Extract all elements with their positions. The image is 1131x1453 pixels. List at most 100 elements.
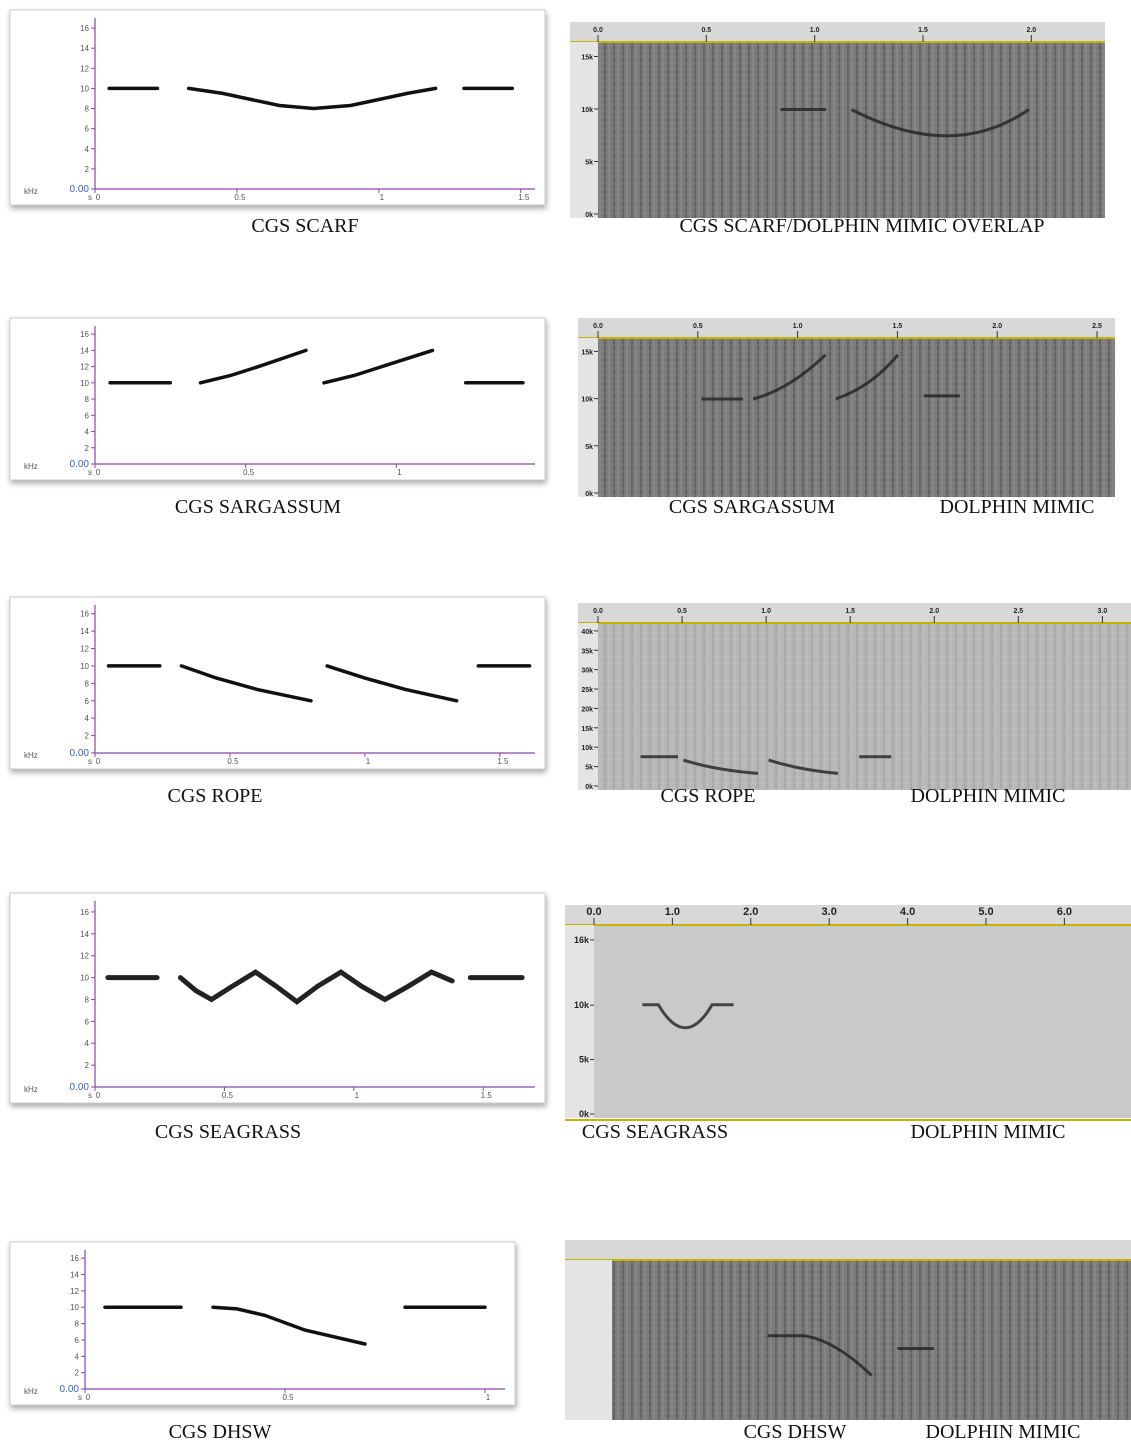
x-tick-label: 1 xyxy=(486,1393,491,1402)
y-tick-label: 0.00 xyxy=(70,184,90,195)
caption: DOLPHIN MIMIC xyxy=(926,1421,1081,1443)
y-tick-label: 40k xyxy=(581,629,593,636)
contour-line xyxy=(103,1305,487,1346)
freq-bar xyxy=(578,338,598,497)
x-tick-label: 1.5 xyxy=(518,193,530,202)
y-tick-label: 0.00 xyxy=(60,1384,80,1395)
contour-line xyxy=(108,348,525,385)
contour-line xyxy=(105,969,525,1005)
y-tick-label: 0k xyxy=(585,491,593,498)
y-tick-label: 2 xyxy=(75,1369,80,1378)
x-tick-label: 1 xyxy=(355,1091,360,1100)
x-tick-label: 0 xyxy=(96,1091,101,1100)
x-tick-label: 1.5 xyxy=(497,757,509,766)
caption: DOLPHIN MIMIC xyxy=(911,785,1066,807)
y-axis-label: kHz xyxy=(24,1085,38,1094)
caption: CGS SEAGRASS xyxy=(155,1121,301,1143)
x-tick-label: 3.0 xyxy=(1098,608,1108,615)
y-tick-label: 35k xyxy=(581,648,593,655)
x-tick-label: 1 xyxy=(380,193,385,202)
spectrogram-image xyxy=(598,339,1115,497)
x-axis-label: s xyxy=(78,1393,82,1402)
x-tick-label: 1.5 xyxy=(481,1091,493,1100)
y-tick-label: 5k xyxy=(579,1055,590,1065)
caption: CGS DHSW xyxy=(744,1421,847,1443)
x-tick-label: 1.5 xyxy=(845,608,855,615)
spectrogram-image xyxy=(598,624,1131,790)
x-tick-label: 0.5 xyxy=(222,1091,234,1100)
x-tick-label: 2.0 xyxy=(743,906,758,918)
y-tick-label: 6 xyxy=(85,1017,90,1026)
y-tick-label: 16 xyxy=(70,1254,79,1263)
y-tick-label: 0k xyxy=(585,212,593,219)
x-tick-label: 0.5 xyxy=(243,468,255,477)
caption: CGS SARGASSUM xyxy=(175,496,341,518)
time-bar xyxy=(565,1240,1131,1260)
y-tick-label: 4 xyxy=(85,428,90,437)
freq-bar xyxy=(578,623,598,790)
y-tick-label: 12 xyxy=(80,952,89,961)
y-tick-label: 4 xyxy=(85,145,90,154)
y-tick-label: 30k xyxy=(581,668,593,675)
y-tick-label: 8 xyxy=(85,105,90,114)
x-tick-label: 0.0 xyxy=(593,608,603,615)
y-tick-label: 10k xyxy=(574,1000,590,1010)
whistle-trace xyxy=(642,1003,734,1030)
y-tick-label: 4 xyxy=(85,1039,90,1048)
x-tick-label: 0 xyxy=(96,193,101,202)
whistle-trace xyxy=(640,755,892,775)
y-tick-label: 0.00 xyxy=(70,459,90,470)
y-tick-label: 10 xyxy=(80,379,89,388)
y-tick-label: 14 xyxy=(80,627,89,636)
x-tick-label: 0.5 xyxy=(234,193,246,202)
y-tick-label: 14 xyxy=(80,930,89,939)
y-tick-label: 4 xyxy=(85,714,90,723)
y-axis-label: kHz xyxy=(24,187,38,196)
x-axis-label: s xyxy=(88,757,92,766)
y-tick-label: 14 xyxy=(80,44,89,53)
caption: CGS ROPE xyxy=(167,785,262,807)
y-tick-label: 12 xyxy=(80,64,89,73)
whistle-trace xyxy=(767,1334,934,1377)
time-bar xyxy=(578,318,1115,338)
freq-bar xyxy=(570,42,598,218)
y-axis-label: kHz xyxy=(24,1387,38,1396)
y-tick-label: 8 xyxy=(85,995,90,1004)
y-tick-label: 2 xyxy=(85,732,90,741)
time-bar xyxy=(578,603,1131,623)
x-tick-label: 6.0 xyxy=(1057,906,1072,918)
y-tick-label: 16 xyxy=(80,330,89,339)
whistle-trace xyxy=(701,353,960,401)
x-axis-label: s xyxy=(88,193,92,202)
x-tick-label: 0.0 xyxy=(593,27,603,34)
x-tick-label: 2.5 xyxy=(1013,608,1023,615)
x-tick-label: 2.0 xyxy=(929,608,939,615)
y-tick-label: 6 xyxy=(85,125,90,134)
x-tick-label: 1.0 xyxy=(793,323,803,330)
caption: DOLPHIN MIMIC xyxy=(940,496,1095,518)
caption: CGS SCARF/DOLPHIN MIMIC OVERLAP xyxy=(679,215,1044,237)
x-tick-label: 0 xyxy=(86,1393,91,1402)
caption: CGS SEAGRASS xyxy=(582,1121,728,1143)
y-tick-label: 14 xyxy=(80,346,89,355)
x-tick-label: 3.0 xyxy=(822,906,837,918)
time-bar xyxy=(570,22,1105,42)
y-tick-label: 4 xyxy=(75,1352,80,1361)
plot-frame xyxy=(9,9,546,206)
y-tick-label: 8 xyxy=(85,679,90,688)
x-tick-label: 1.0 xyxy=(810,27,820,34)
y-tick-label: 10 xyxy=(80,84,89,93)
y-tick-label: 16k xyxy=(574,935,590,945)
y-tick-label: 12 xyxy=(80,645,89,654)
plot-frame xyxy=(9,892,546,1104)
y-tick-label: 0.00 xyxy=(70,748,90,759)
freq-bar xyxy=(565,1260,612,1420)
x-tick-label: 1.5 xyxy=(918,27,928,34)
y-tick-label: 0k xyxy=(579,1109,590,1119)
x-tick-label: 1 xyxy=(397,468,402,477)
spectrogram-image xyxy=(594,926,1131,1118)
caption: CGS SARGASSUM xyxy=(669,496,835,518)
y-tick-label: 15k xyxy=(581,726,593,733)
y-tick-label: 10k xyxy=(581,745,593,752)
